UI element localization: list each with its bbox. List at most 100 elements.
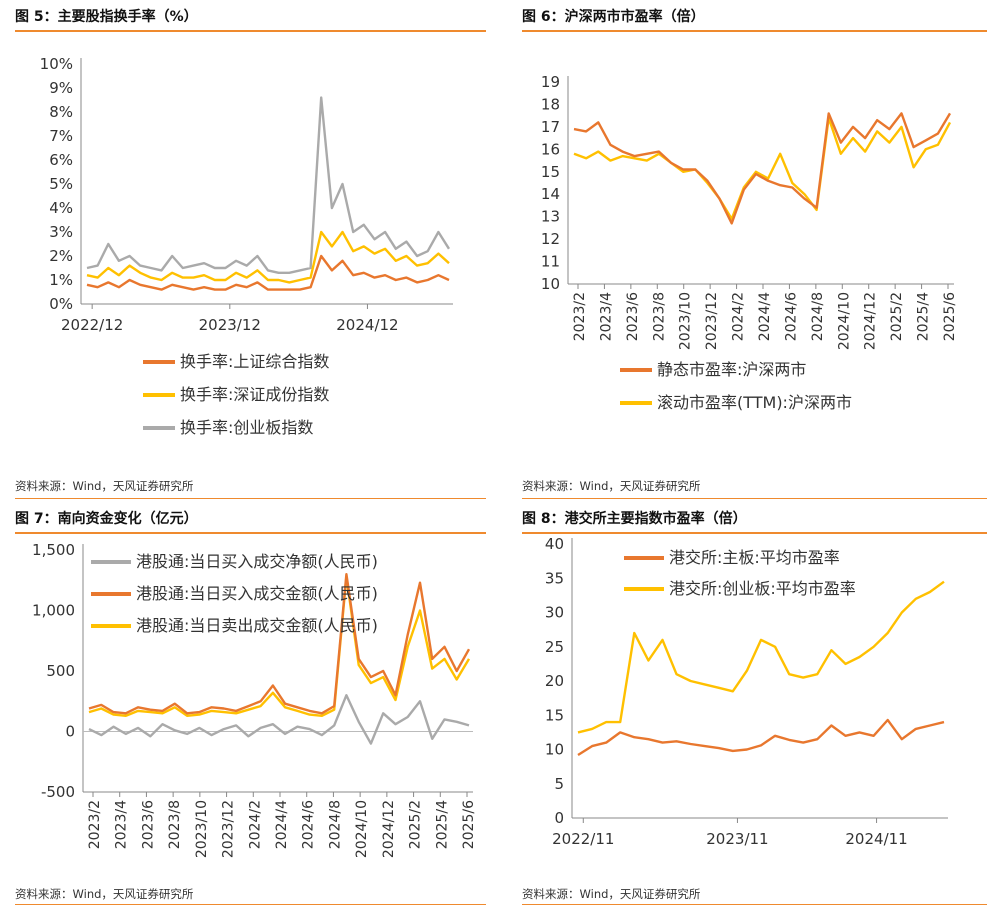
series-line-1	[86, 254, 450, 291]
y-tick-label: 35	[545, 569, 564, 587]
y-tick-label: 2%	[49, 247, 73, 265]
y-tick-label: 1,500	[32, 541, 75, 559]
x-tick-label: 2025/4	[434, 800, 450, 849]
x-tick-label: 2025/6	[461, 800, 477, 849]
x-tick-label: 2024/4	[274, 800, 290, 849]
series-line-3	[86, 96, 451, 275]
x-tick-label: 2025/2	[889, 292, 905, 341]
bottom-rule	[15, 498, 486, 499]
y-tick-label: 16	[541, 140, 560, 158]
x-tick-label: 2022/12	[61, 316, 123, 334]
y-tick-label: 7%	[49, 127, 73, 145]
chart-title: 图 8：港交所主要指数市盈率（倍）	[522, 511, 747, 527]
legend-label: 滚动市盈率(TTM):沪深两市	[657, 393, 852, 412]
series-line-1	[573, 112, 952, 225]
y-tick-label: 10	[541, 275, 560, 293]
legend-label: 换手率:上证综合指数	[180, 352, 329, 371]
y-tick-label: 30	[545, 604, 564, 622]
y-tick-label: 6%	[49, 151, 73, 169]
y-tick-label: 5	[554, 775, 564, 793]
x-tick-label: 2023/10	[194, 800, 210, 858]
x-tick-label: 2024/12	[863, 292, 879, 350]
bottom-rule	[522, 904, 987, 905]
pe-ashares-chart: 19 18 17 16 15 14 13 12 11 10 2023/2 2023/4 2023/6 20…	[541, 73, 958, 412]
x-tick-label: 2023/2	[87, 800, 103, 849]
bottom-rule	[15, 904, 486, 905]
chart-panel-turnover: 图 5：主要股指换手率（%） 10% 9% 8% 7% 6% 5% 4% 3% 2% 1% 0% 20…	[15, 0, 486, 500]
x-tick-label: 2023/2	[572, 292, 588, 341]
y-tick-label: 17	[541, 118, 560, 136]
y-tick-label: 8%	[49, 103, 73, 121]
y-tick-label: 19	[541, 73, 560, 91]
x-tick-label: 2024/4	[757, 292, 773, 341]
y-tick-label: 0%	[49, 295, 73, 313]
chart-title: 图 6：沪深两市市盈率（倍）	[522, 9, 705, 25]
x-tick-label: 2024/10	[836, 292, 852, 350]
chart-panel-pe-hkex: 图 8：港交所主要指数市盈率（倍） 40 35 30 25 20 15 10 5 0 2022/1…	[522, 502, 987, 906]
series-line-2	[577, 580, 945, 734]
y-tick-label: -500	[41, 783, 75, 801]
y-tick-label: 0	[554, 809, 564, 827]
x-tick-label: 2023/12	[199, 316, 261, 334]
x-tick-label: 2022/11	[552, 830, 614, 848]
x-tick-label: 2024/6	[783, 292, 799, 341]
y-tick-label: 4%	[49, 199, 73, 217]
x-tick-label: 2024/12	[336, 316, 398, 334]
series-line-1	[88, 693, 470, 745]
x-tick-label: 2025/6	[942, 292, 958, 341]
chart-panel-pe-ashares: 图 6：沪深两市市盈率（倍） 19 18 17 16 15 14 13 12 11 10 2023/…	[522, 0, 987, 500]
y-tick-label: 20	[545, 672, 564, 690]
legend-label: 港股通:当日买入成交金额(人民币)	[136, 584, 378, 603]
x-tick-label: 2024/12	[381, 800, 397, 858]
x-tick-label: 2024/2	[247, 800, 263, 849]
legend-label: 港交所:创业板:平均市盈率	[669, 579, 856, 598]
legend-label: 港股通:当日买入成交净额(人民币)	[136, 552, 378, 571]
title-rule	[15, 30, 486, 32]
x-tick-label: 2023/11	[706, 830, 768, 848]
x-tick-label: 2024/8	[327, 800, 343, 849]
source-note: 资料来源：Wind，天风证券研究所	[15, 479, 194, 493]
y-tick-label: 5%	[49, 175, 73, 193]
title-rule	[522, 532, 987, 534]
y-tick-label: 13	[541, 208, 560, 226]
y-tick-label: 12	[541, 230, 560, 248]
chart-title: 图 5：主要股指换手率（%）	[15, 9, 198, 25]
y-tick-label: 11	[541, 253, 560, 271]
title-rule	[522, 30, 987, 32]
y-tick-label: 500	[46, 662, 75, 680]
series-line-3	[88, 575, 471, 718]
series-line-2	[573, 116, 952, 221]
chart-panel-southbound: 图 7：南向资金变化（亿元） 1,500 1,000 500 0 -500 2023/2 2…	[15, 502, 486, 906]
y-tick-label: 40	[545, 535, 564, 553]
pe-hkex-chart: 40 35 30 25 20 15 10 5 0 2022/11 2023/11 2024/11 港交所…	[545, 535, 948, 848]
x-tick-label: 2024/2	[731, 292, 747, 341]
bottom-rule	[522, 498, 987, 499]
y-tick-label: 9%	[49, 79, 73, 97]
x-tick-label: 2023/6	[140, 800, 156, 849]
legend-label: 静态市盈率:沪深两市	[657, 360, 806, 379]
x-tick-label: 2024/10	[354, 800, 370, 858]
legend-label: 换手率:深证成份指数	[180, 385, 329, 404]
legend-label: 港交所:主板:平均市盈率	[669, 548, 840, 567]
source-note: 资料来源：Wind，天风证券研究所	[522, 887, 701, 901]
x-tick-label: 2023/4	[598, 292, 614, 341]
series-line-2	[88, 573, 471, 715]
y-tick-label: 1,000	[32, 602, 75, 620]
series-line-2	[86, 230, 450, 284]
source-note: 资料来源：Wind，天风证券研究所	[15, 887, 194, 901]
x-tick-label: 2025/4	[916, 292, 932, 341]
y-tick-label: 3%	[49, 223, 73, 241]
x-tick-label: 2023/4	[114, 800, 130, 849]
source-note: 资料来源：Wind，天风证券研究所	[522, 479, 701, 493]
x-tick-label: 2023/12	[704, 292, 720, 350]
y-tick-label: 15	[545, 706, 564, 724]
x-tick-label: 2024/11	[845, 830, 907, 848]
x-tick-label: 2023/12	[221, 800, 237, 858]
y-tick-label: 15	[541, 163, 560, 181]
legend-label: 港股通:当日卖出成交金额(人民币)	[136, 616, 378, 635]
chart-title: 图 7：南向资金变化（亿元）	[15, 511, 198, 527]
title-rule	[15, 532, 486, 534]
y-tick-label: 10	[545, 741, 564, 759]
y-tick-label: 25	[545, 638, 564, 656]
y-tick-label: 18	[541, 95, 560, 113]
